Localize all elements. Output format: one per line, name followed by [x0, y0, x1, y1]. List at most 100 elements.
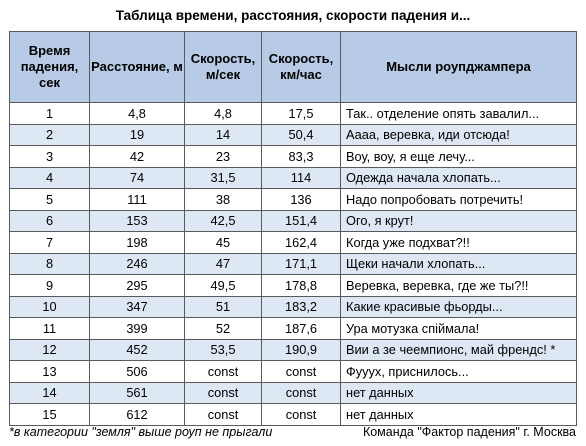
cell-speed-ms: 23 [184, 145, 262, 168]
header-speed-kmh: Скорость, км/час [261, 31, 341, 103]
table-row: 7 198 45 162,4 Когда уже подхват?!! [9, 231, 577, 254]
cell-distance: 111 [89, 188, 185, 211]
cell-time: 1 [9, 102, 90, 125]
cell-thought: Веревка, веревка, где же ты?!! [340, 274, 577, 297]
table-row: 15 612 const const нет данных [9, 403, 577, 426]
cell-distance: 246 [89, 252, 185, 275]
cell-speed-ms: 38 [184, 188, 262, 211]
table-row: 13 506 const const Фууух, приснилось... [9, 360, 577, 383]
header-distance: Расстояние, м [89, 31, 185, 103]
cell-thought: Надо попробовать потречить! [340, 188, 577, 211]
cell-distance: 399 [89, 317, 185, 340]
cell-distance: 198 [89, 231, 185, 254]
table-body: 1 4,8 4,8 17,5 Так.. отделение опять завалил… [9, 102, 577, 426]
page-title: Таблица времени, расстояния, скорости па… [115, 8, 471, 23]
cell-time: 6 [9, 209, 90, 232]
table-row: 5 111 38 136 Надо попробовать потречить! [9, 188, 577, 211]
table-row: 4 74 31,5 114 Одежда начала хлопать... [9, 166, 577, 189]
footnote-note: *в категории "земля" выше роуп не прыгал… [9, 425, 273, 439]
cell-distance: 347 [89, 295, 185, 318]
table-row: 2 19 14 50,4 Аааа, веревка, иди отсюда! [9, 123, 577, 146]
cell-speed-kmh: const [261, 381, 341, 404]
cell-speed-ms: const [184, 360, 262, 383]
table-row: 12 452 53,5 190,9 Вии а зе чеемпионс, май фр… [9, 338, 577, 361]
cell-distance: 561 [89, 381, 185, 404]
table-header-row: Время падения, сек Расстояние, м Скорост… [9, 31, 577, 103]
cell-distance: 612 [89, 403, 185, 426]
cell-time: 11 [9, 317, 90, 340]
cell-speed-kmh: 151,4 [261, 209, 341, 232]
cell-speed-kmh: 178,8 [261, 274, 341, 297]
cell-time: 15 [9, 403, 90, 426]
table-row: 1 4,8 4,8 17,5 Так.. отделение опять завалил… [9, 102, 577, 125]
cell-speed-kmh: 190,9 [261, 338, 341, 361]
table-row: 9 295 49,5 178,8 Веревка, веревка, где же ты… [9, 274, 577, 297]
cell-time: 5 [9, 188, 90, 211]
cell-speed-ms: 45 [184, 231, 262, 254]
cell-time: 4 [9, 166, 90, 189]
cell-thought: Вии а зе чеемпионс, май френдс! * [340, 338, 577, 361]
cell-speed-ms: 52 [184, 317, 262, 340]
cell-thought: Так.. отделение опять завалил... [340, 102, 577, 125]
cell-speed-kmh: const [261, 403, 341, 426]
cell-speed-ms: 53,5 [184, 338, 262, 361]
cell-speed-kmh: 171,1 [261, 252, 341, 275]
cell-thought: нет данных [340, 381, 577, 404]
cell-speed-ms: 4,8 [184, 102, 262, 125]
cell-time: 9 [9, 274, 90, 297]
cell-speed-kmh: 136 [261, 188, 341, 211]
cell-thought: нет данных [340, 403, 577, 426]
cell-speed-ms: const [184, 403, 262, 426]
cell-speed-ms: 31,5 [184, 166, 262, 189]
cell-thought: Ого, я крут! [340, 209, 577, 232]
table-row: 3 42 23 83,3 Воу, воу, я еще лечу... [9, 145, 577, 168]
cell-distance: 42 [89, 145, 185, 168]
cell-time: 8 [9, 252, 90, 275]
cell-distance: 452 [89, 338, 185, 361]
cell-speed-ms: 49,5 [184, 274, 262, 297]
table-row: 6 153 42,5 151,4 Ого, я крут! [9, 209, 577, 232]
cell-thought: Аааа, веревка, иди отсюда! [340, 123, 577, 146]
cell-distance: 4,8 [89, 102, 185, 125]
cell-speed-kmh: 187,6 [261, 317, 341, 340]
cell-speed-kmh: const [261, 360, 341, 383]
cell-distance: 19 [89, 123, 185, 146]
cell-time: 14 [9, 381, 90, 404]
table-row: 14 561 const const нет данных [9, 381, 577, 404]
header-speed-ms: Скорость, м/сек [184, 31, 262, 103]
cell-thought: Какие красивые фьорды... [340, 295, 577, 318]
cell-time: 10 [9, 295, 90, 318]
fall-table: Время падения, сек Расстояние, м Скорост… [9, 31, 577, 426]
cell-speed-ms: 42,5 [184, 209, 262, 232]
cell-speed-ms: const [184, 381, 262, 404]
cell-time: 12 [9, 338, 90, 361]
cell-speed-kmh: 114 [261, 166, 341, 189]
cell-speed-kmh: 50,4 [261, 123, 341, 146]
header-thoughts: Мысли роупджампера [340, 31, 577, 103]
cell-distance: 153 [89, 209, 185, 232]
cell-distance: 506 [89, 360, 185, 383]
cell-speed-ms: 51 [184, 295, 262, 318]
cell-speed-kmh: 183,2 [261, 295, 341, 318]
cell-time: 13 [9, 360, 90, 383]
cell-speed-kmh: 162,4 [261, 231, 341, 254]
cell-thought: Одежда начала хлопать... [340, 166, 577, 189]
cell-thought: Воу, воу, я еще лечу... [340, 145, 577, 168]
cell-speed-ms: 14 [184, 123, 262, 146]
cell-speed-kmh: 83,3 [261, 145, 341, 168]
cell-thought: Когда уже подхват?!! [340, 231, 577, 254]
cell-thought: Щеки начали хлопать... [340, 252, 577, 275]
cell-time: 7 [9, 231, 90, 254]
footnote-credit: Команда "Фактор падения" г. Москва [362, 425, 576, 439]
header-time: Время падения, сек [9, 31, 90, 103]
cell-thought: Ура мотузка спіймала! [340, 317, 577, 340]
cell-speed-kmh: 17,5 [261, 102, 341, 125]
table-row: 8 246 47 171,1 Щеки начали хлопать... [9, 252, 577, 275]
table-row: 11 399 52 187,6 Ура мотузка спіймала! [9, 317, 577, 340]
cell-time: 3 [9, 145, 90, 168]
cell-speed-ms: 47 [184, 252, 262, 275]
cell-distance: 74 [89, 166, 185, 189]
cell-time: 2 [9, 123, 90, 146]
cell-distance: 295 [89, 274, 185, 297]
table-row: 10 347 51 183,2 Какие красивые фьорды... [9, 295, 577, 318]
